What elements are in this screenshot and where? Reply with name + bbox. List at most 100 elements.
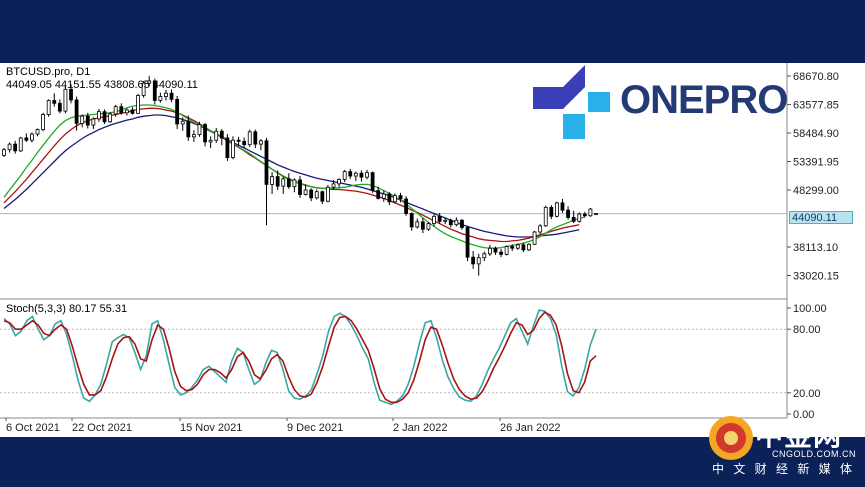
price-tick-label: 53391.95 bbox=[793, 157, 839, 169]
price-tick-label: 58484.90 bbox=[793, 128, 839, 140]
bull-candle bbox=[393, 195, 397, 203]
stoch-tick-label: 100.00 bbox=[793, 303, 827, 315]
bear-candle bbox=[236, 139, 241, 142]
bull-candle bbox=[527, 243, 531, 251]
ma-slow-line bbox=[3, 114, 580, 238]
bear-candle bbox=[52, 100, 57, 104]
chart-canvas: 68670.80 63577.85 58484.90 53391.95 48299.00… bbox=[0, 63, 839, 434]
bull-candle bbox=[482, 253, 487, 259]
stoch-tick-label: 0.00 bbox=[793, 409, 814, 421]
bull-candle bbox=[588, 208, 593, 217]
axes: 68670.80 63577.85 58484.90 53391.95 48299.00… bbox=[5, 71, 839, 434]
bull-candle bbox=[158, 96, 163, 101]
bull-candle bbox=[191, 134, 196, 138]
bear-candle bbox=[566, 209, 570, 218]
bull-candle bbox=[259, 140, 263, 145]
price-tick-label: 38113.10 bbox=[793, 242, 838, 254]
bear-candle bbox=[286, 178, 291, 188]
bear-candle bbox=[460, 219, 464, 228]
x-tick-label: 9 Dec 2021 bbox=[287, 422, 343, 434]
bear-candle bbox=[152, 80, 157, 101]
bull-candle bbox=[141, 82, 146, 96]
top-band bbox=[0, 0, 865, 63]
bear-candle bbox=[169, 92, 174, 100]
bull-candle bbox=[594, 213, 598, 215]
bear-candle bbox=[465, 227, 470, 258]
bear-candle bbox=[219, 130, 224, 139]
cngold-url: CNGOLD.COM.CN bbox=[772, 449, 857, 459]
bear-candle bbox=[471, 256, 476, 265]
bear-candle bbox=[420, 221, 425, 230]
bear-candle bbox=[320, 191, 325, 202]
bear-candle bbox=[102, 111, 107, 123]
bull-candle bbox=[270, 176, 274, 185]
bear-candle bbox=[69, 88, 73, 101]
bear-candle bbox=[242, 140, 247, 146]
stoch-tick-label: 80.00 bbox=[793, 324, 821, 336]
bear-candle bbox=[348, 171, 353, 177]
bull-candle bbox=[136, 95, 140, 114]
bear-candle bbox=[510, 246, 515, 249]
stoch-signal-line bbox=[3, 311, 597, 404]
bear-candle bbox=[298, 179, 302, 195]
x-tick-label: 15 Nov 2021 bbox=[180, 422, 242, 434]
x-tick-label: 6 Oct 2021 bbox=[6, 422, 60, 434]
bear-candle bbox=[448, 219, 453, 226]
bull-candle bbox=[97, 111, 101, 120]
ma-mid-line bbox=[3, 107, 580, 243]
bull-candle bbox=[214, 130, 219, 141]
current-price-tag: 44090.11 bbox=[789, 211, 853, 224]
bull-candle bbox=[180, 120, 185, 125]
bull-candle bbox=[577, 213, 582, 222]
bull-candle bbox=[476, 257, 481, 265]
bear-candle bbox=[175, 98, 180, 125]
bear-candle bbox=[499, 251, 503, 255]
bear-candle bbox=[275, 176, 280, 187]
bear-candle bbox=[264, 140, 269, 185]
bull-candle bbox=[2, 149, 6, 156]
bear-candle bbox=[225, 137, 230, 158]
cngold-logo-icon bbox=[709, 416, 753, 460]
cngold-name: 中金网 bbox=[755, 420, 843, 451]
bear-candle bbox=[13, 143, 18, 152]
bull-candle bbox=[80, 115, 85, 124]
stoch-main-line bbox=[3, 309, 597, 406]
price-tick-label: 68670.80 bbox=[793, 71, 839, 83]
bull-candle bbox=[41, 114, 45, 130]
bull-candle bbox=[532, 231, 537, 245]
bull-candle bbox=[331, 183, 336, 188]
bull-candle bbox=[543, 206, 548, 227]
onepro-logo-mark bbox=[533, 65, 610, 139]
bull-candle bbox=[30, 133, 34, 141]
bull-candle bbox=[18, 137, 23, 152]
bear-candle bbox=[571, 217, 576, 222]
bull-candle bbox=[426, 223, 431, 230]
bear-candle bbox=[203, 124, 207, 143]
bear-candle bbox=[437, 215, 442, 222]
chart-panel bbox=[0, 63, 865, 437]
bear-candle bbox=[387, 193, 392, 203]
bull-candle bbox=[303, 189, 308, 195]
grid bbox=[0, 63, 788, 419]
bear-candle bbox=[521, 244, 526, 251]
bull-candle bbox=[353, 172, 358, 177]
price-tick-label: 33020.15 bbox=[793, 271, 839, 283]
symbol-label: BTCUSD.pro, D1 bbox=[6, 66, 91, 78]
bear-candle bbox=[85, 115, 90, 126]
bull-candle bbox=[454, 219, 459, 226]
bull-candle bbox=[46, 100, 51, 115]
bull-candle bbox=[515, 244, 520, 249]
bull-candle bbox=[555, 202, 559, 217]
bull-candle bbox=[538, 225, 543, 233]
bear-candle bbox=[376, 190, 381, 199]
bear-candle bbox=[582, 213, 587, 217]
bull-candle bbox=[7, 143, 12, 151]
bull-candle bbox=[197, 124, 202, 136]
stochastic-chart bbox=[3, 309, 597, 406]
price-tick-label: 63577.85 bbox=[793, 100, 839, 112]
bear-candle bbox=[398, 195, 403, 200]
bull-candle bbox=[337, 178, 341, 185]
stoch-tick-label: 20.00 bbox=[793, 388, 821, 400]
bear-candle bbox=[119, 106, 124, 114]
bull-candle bbox=[91, 118, 96, 126]
